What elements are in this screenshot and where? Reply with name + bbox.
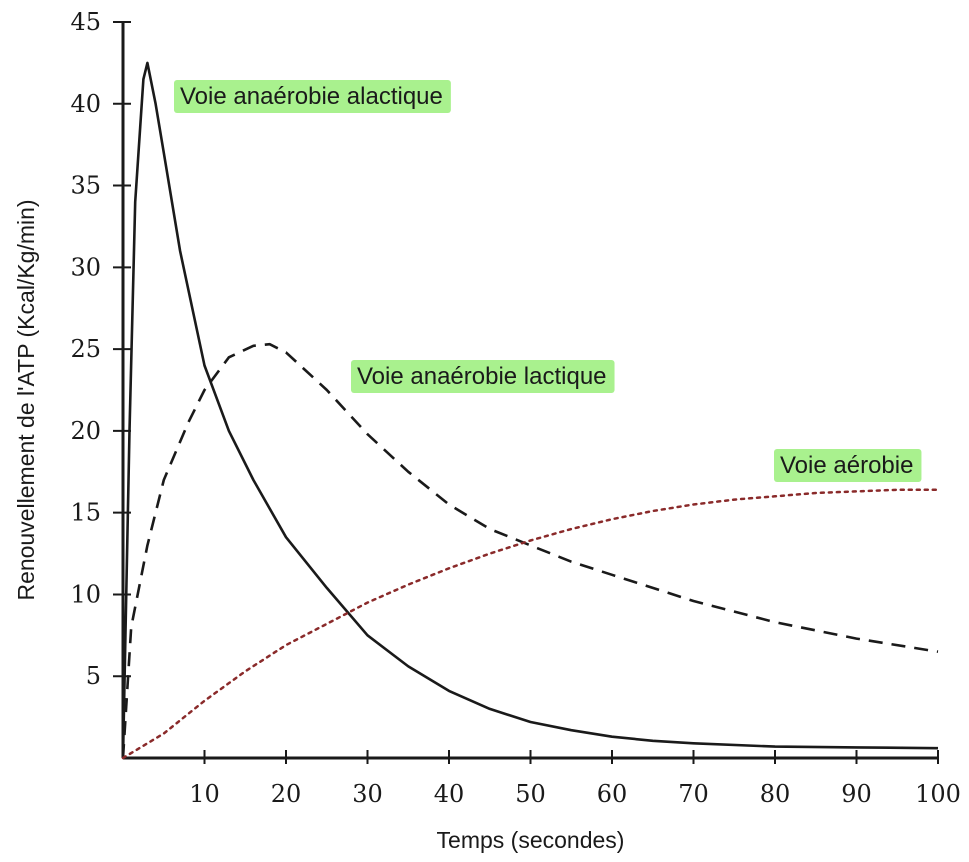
y-tick-label: 5 <box>86 662 101 690</box>
series-label-2: Voie anaérobie lactique <box>357 363 607 390</box>
series-label-3: Voie aérobie <box>780 452 913 479</box>
x-tick-label: 80 <box>760 780 791 808</box>
label-highlight <box>351 360 615 393</box>
label-highlight <box>174 80 451 113</box>
x-tick-label: 10 <box>189 780 220 808</box>
series-line-1 <box>121 61 939 759</box>
x-tick-label: 30 <box>352 780 383 808</box>
series-labels: Voie anaérobie alactique Voie anaérobie l… <box>174 80 922 482</box>
y-axis-title: Renouvellement de l'ATP (Kcal/Kg/min) <box>13 199 39 600</box>
x-axis-title: Temps (secondes) <box>437 827 625 853</box>
x-tick-label: 20 <box>271 780 302 808</box>
y-ticks: 5 10 15 20 25 30 35 40 45 <box>70 8 131 690</box>
y-tick-label: 45 <box>70 8 101 36</box>
series-label-1: Voie anaérobie alactique <box>180 83 443 110</box>
y-tick-label: 10 <box>70 580 101 608</box>
y-tick-label: 35 <box>70 172 101 200</box>
x-tick-label: 100 <box>915 780 961 808</box>
y-tick-label: 40 <box>70 90 101 118</box>
series-line-2 <box>121 342 939 759</box>
x-tick-label: 40 <box>434 780 465 808</box>
x-tick-label: 70 <box>678 780 709 808</box>
label-highlight <box>774 449 922 482</box>
y-tick-label: 20 <box>70 417 101 445</box>
x-ticks: 10 20 30 40 50 60 70 80 90 100 <box>189 750 961 808</box>
y-tick-label: 25 <box>70 335 101 363</box>
x-tick-label: 60 <box>597 780 628 808</box>
x-tick-label: 90 <box>841 780 872 808</box>
series-line-3 <box>121 488 940 760</box>
series-lines <box>121 61 940 760</box>
y-tick-label: 15 <box>70 499 101 527</box>
y-tick-label: 30 <box>70 253 101 281</box>
x-tick-label: 50 <box>515 780 546 808</box>
